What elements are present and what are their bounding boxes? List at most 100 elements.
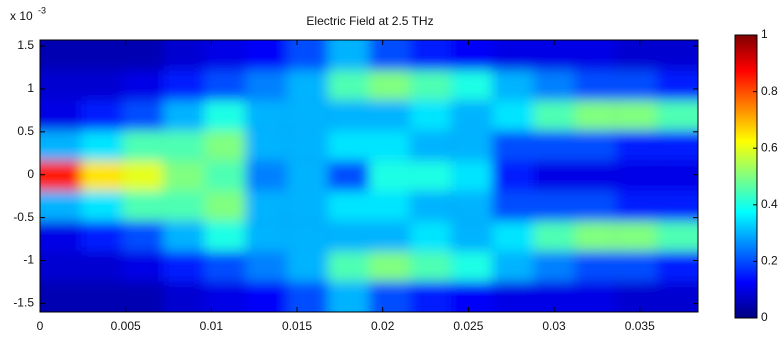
heat-cell	[533, 221, 575, 252]
heat-cell	[204, 100, 246, 131]
y-tick-label: 1	[27, 81, 34, 95]
heat-cell	[40, 100, 82, 131]
heat-cell	[533, 40, 575, 71]
heat-cell	[533, 100, 575, 131]
heat-cell	[410, 221, 452, 252]
heat-cell	[245, 130, 287, 161]
heat-cell	[533, 251, 575, 282]
heat-cell	[40, 191, 82, 222]
heat-cell	[574, 251, 616, 282]
heat-cell	[81, 251, 123, 282]
heat-cell	[492, 191, 534, 222]
heat-cell	[163, 160, 205, 192]
colorbar	[734, 34, 758, 319]
heat-cell	[574, 100, 616, 131]
heat-cell	[656, 221, 698, 252]
x-tick-label: 0.01	[200, 319, 224, 333]
heat-cell	[492, 160, 534, 192]
heatmap-cells	[40, 40, 698, 312]
heat-cell	[656, 100, 698, 131]
heat-cell	[615, 160, 657, 192]
heat-cell	[245, 221, 287, 252]
heat-cell	[492, 130, 534, 161]
heat-cell	[615, 281, 657, 312]
heat-cell	[410, 160, 452, 192]
heat-cell	[204, 40, 246, 71]
heat-cell	[369, 281, 411, 312]
heat-cell	[369, 160, 411, 192]
x-tick-label: 0.025	[453, 319, 483, 333]
heat-cell	[327, 40, 369, 71]
heat-cell	[451, 281, 493, 312]
heat-cell	[40, 160, 82, 192]
heat-cell	[327, 160, 369, 192]
heat-cell	[81, 191, 123, 222]
heat-cell	[451, 40, 493, 71]
heat-cell	[245, 70, 287, 101]
heat-cell	[163, 100, 205, 131]
heat-cell	[492, 281, 534, 312]
heat-cell	[163, 251, 205, 282]
y-tick-label: 1.5	[17, 38, 34, 52]
heatmap	[40, 40, 698, 312]
colorbar-tick-label: 0.6	[761, 140, 778, 154]
heat-cell	[204, 70, 246, 101]
heat-cell	[369, 191, 411, 222]
heat-cell	[492, 100, 534, 131]
heat-cell	[163, 221, 205, 252]
heat-cell	[40, 130, 82, 161]
heat-cell	[656, 130, 698, 161]
heat-cell	[410, 100, 452, 131]
heat-cell	[81, 40, 123, 71]
heat-cell	[574, 130, 616, 161]
heat-cell	[245, 100, 287, 131]
heat-cell	[410, 70, 452, 101]
heat-cell	[533, 191, 575, 222]
heat-cell	[122, 160, 164, 192]
plot-frame	[39, 39, 699, 313]
heat-cell	[451, 160, 493, 192]
heat-cell	[574, 40, 616, 71]
heat-cell	[327, 70, 369, 101]
heat-cell	[204, 130, 246, 161]
chart-title: Electric Field at 2.5 THz	[306, 14, 433, 28]
colorbar-tick-label: 1	[761, 27, 768, 41]
heat-cell	[615, 70, 657, 101]
heat-cell	[410, 251, 452, 282]
heat-cell	[122, 221, 164, 252]
heat-cell	[286, 160, 328, 192]
x-tick-label: 0	[37, 319, 44, 333]
heat-cell	[492, 40, 534, 71]
heat-cell	[492, 251, 534, 282]
x-tick-label: 0.035	[625, 319, 655, 333]
heat-cell	[656, 70, 698, 101]
heat-cell	[615, 40, 657, 71]
heat-cell	[369, 251, 411, 282]
y-tick-label: -0.5	[13, 210, 34, 224]
heat-cell	[492, 70, 534, 101]
heat-cell	[615, 191, 657, 222]
heat-cell	[451, 70, 493, 101]
heat-cell	[451, 191, 493, 222]
y-multiplier: x 10	[10, 9, 33, 23]
heat-cell	[81, 70, 123, 101]
heat-cell	[327, 191, 369, 222]
heat-cell	[81, 281, 123, 312]
heat-cell	[327, 100, 369, 131]
heat-cell	[410, 191, 452, 222]
heat-cell	[81, 100, 123, 131]
y-multiplier-exponent: -3	[38, 5, 46, 15]
heat-cell	[163, 70, 205, 101]
heat-cell	[410, 281, 452, 312]
colorbar-tick-label: 0.8	[761, 84, 778, 98]
heat-cell	[574, 221, 616, 252]
heat-cell	[245, 191, 287, 222]
heat-cell	[122, 70, 164, 101]
colorbar-tick-label: 0	[761, 310, 768, 324]
heat-cell	[122, 191, 164, 222]
x-tick-label: 0.005	[111, 319, 141, 333]
heat-cell	[615, 130, 657, 161]
heat-cell	[451, 251, 493, 282]
heat-cell	[492, 221, 534, 252]
